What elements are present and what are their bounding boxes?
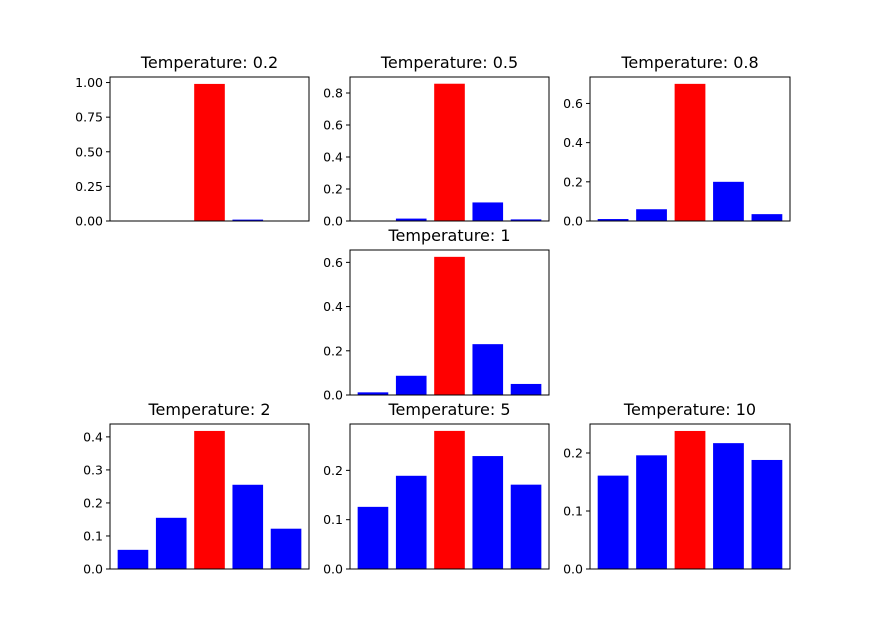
bar-6-1	[357, 506, 389, 569]
subplot-title: Temperature: 0.5	[380, 53, 518, 72]
y-tick-label: 0.4	[563, 135, 583, 150]
bar-5-5	[270, 528, 302, 569]
y-tick-label: 0.0	[563, 214, 583, 229]
axes-frame	[589, 423, 791, 570]
axes-frame	[349, 423, 550, 570]
bar-3-5	[751, 214, 783, 221]
bar-4-3	[434, 256, 465, 395]
y-tick-label: 0.4	[323, 150, 343, 165]
bar-2-5	[510, 219, 542, 221]
y-tick-label: 0.0	[323, 214, 343, 229]
y-tick-label: 0.1	[83, 528, 103, 543]
y-tick-label: 0.1	[563, 504, 583, 519]
subplot-title: Temperature: 1	[387, 226, 510, 245]
subplot-1: 0.00 0.25 0.50 0.75 1.00 Temperature: 0.2	[75, 53, 310, 229]
bar-3-2	[636, 209, 667, 221]
y-tick-label: 0.3	[83, 462, 103, 477]
y-tick-label: 0.75	[75, 110, 103, 125]
bar-6-2	[395, 475, 427, 569]
y-tick-label: 0.6	[323, 255, 343, 270]
subplot-title: Temperature: 0.2	[140, 53, 278, 72]
bar-4-2	[395, 375, 427, 395]
subplot-4: 0.0 0.2 0.4 0.6 Temperature: 1	[323, 226, 550, 403]
y-tick-label: 0.0	[323, 562, 343, 577]
axes-frame	[349, 249, 550, 396]
bar-4-4	[472, 344, 504, 395]
bar-2-4	[472, 202, 504, 221]
y-tick-label: 0.4	[323, 299, 343, 314]
bar-7-2	[636, 455, 667, 569]
bar-6-4	[472, 456, 504, 569]
y-tick-label: 0.2	[323, 463, 343, 478]
y-tick-label: 0.2	[83, 495, 103, 510]
bar-7-5	[751, 459, 783, 569]
y-tick-label: 0.6	[323, 118, 343, 133]
y-tick-label: 0.0	[323, 388, 343, 403]
bar-1-4	[232, 219, 264, 221]
y-tick-label: 0.6	[563, 96, 583, 111]
bar-6-5	[510, 484, 542, 569]
bar-2-3	[434, 83, 465, 221]
y-tick-label: 0.0	[563, 562, 583, 577]
y-tick-label: 0.0	[83, 562, 103, 577]
bar-5-4	[232, 484, 264, 569]
axes-frame	[349, 76, 550, 222]
bar-2-2	[395, 218, 427, 221]
bar-7-1	[597, 475, 629, 569]
y-tick-label: 0.4	[83, 429, 103, 444]
subplot-6: 0.0 0.1 0.2 Temperature: 5	[323, 400, 550, 577]
subplot-2: 0.0 0.2 0.4 0.6 0.8 Temperature: 0.5	[323, 53, 550, 229]
axes-frame	[109, 423, 310, 570]
y-tick-label: 0.00	[75, 214, 103, 229]
y-tick-label: 0.8	[323, 86, 343, 101]
axes-frame	[109, 76, 310, 222]
y-tick-label: 0.50	[75, 144, 103, 159]
bar-1-3	[194, 83, 225, 221]
subplot-title: Temperature: 5	[387, 400, 510, 419]
subplot-7: 0.0 0.1 0.2 Temperature: 10	[563, 400, 791, 577]
subplot-title: Temperature: 0.8	[620, 53, 758, 72]
bar-5-2	[155, 517, 187, 569]
bar-5-1	[117, 549, 149, 569]
subplot-5: 0.0 0.1 0.2 0.3 0.4 Temperature: 2	[83, 400, 310, 577]
bar-4-1	[357, 392, 389, 395]
y-tick-label: 0.2	[563, 446, 583, 461]
bar-3-3	[674, 83, 706, 221]
bar-4-5	[510, 383, 542, 395]
bar-3-4	[713, 181, 744, 221]
bar-7-3	[674, 430, 706, 569]
bar-3-1	[597, 219, 629, 221]
y-tick-label: 0.2	[323, 343, 343, 358]
y-tick-label: 0.2	[323, 182, 343, 197]
bar-6-3	[434, 430, 465, 569]
y-tick-label: 0.2	[563, 174, 583, 189]
subplot-title: Temperature: 10	[623, 400, 756, 419]
axes-frame	[589, 76, 791, 222]
y-tick-label: 1.00	[75, 75, 103, 90]
bar-7-4	[713, 443, 744, 569]
y-tick-label: 0.1	[323, 512, 343, 527]
bar-5-3	[194, 430, 225, 569]
subplot-title: Temperature: 2	[147, 400, 270, 419]
subplot-3: 0.0 0.2 0.4 0.6 Temperature: 0.8	[563, 53, 791, 229]
y-tick-label: 0.25	[75, 179, 103, 194]
